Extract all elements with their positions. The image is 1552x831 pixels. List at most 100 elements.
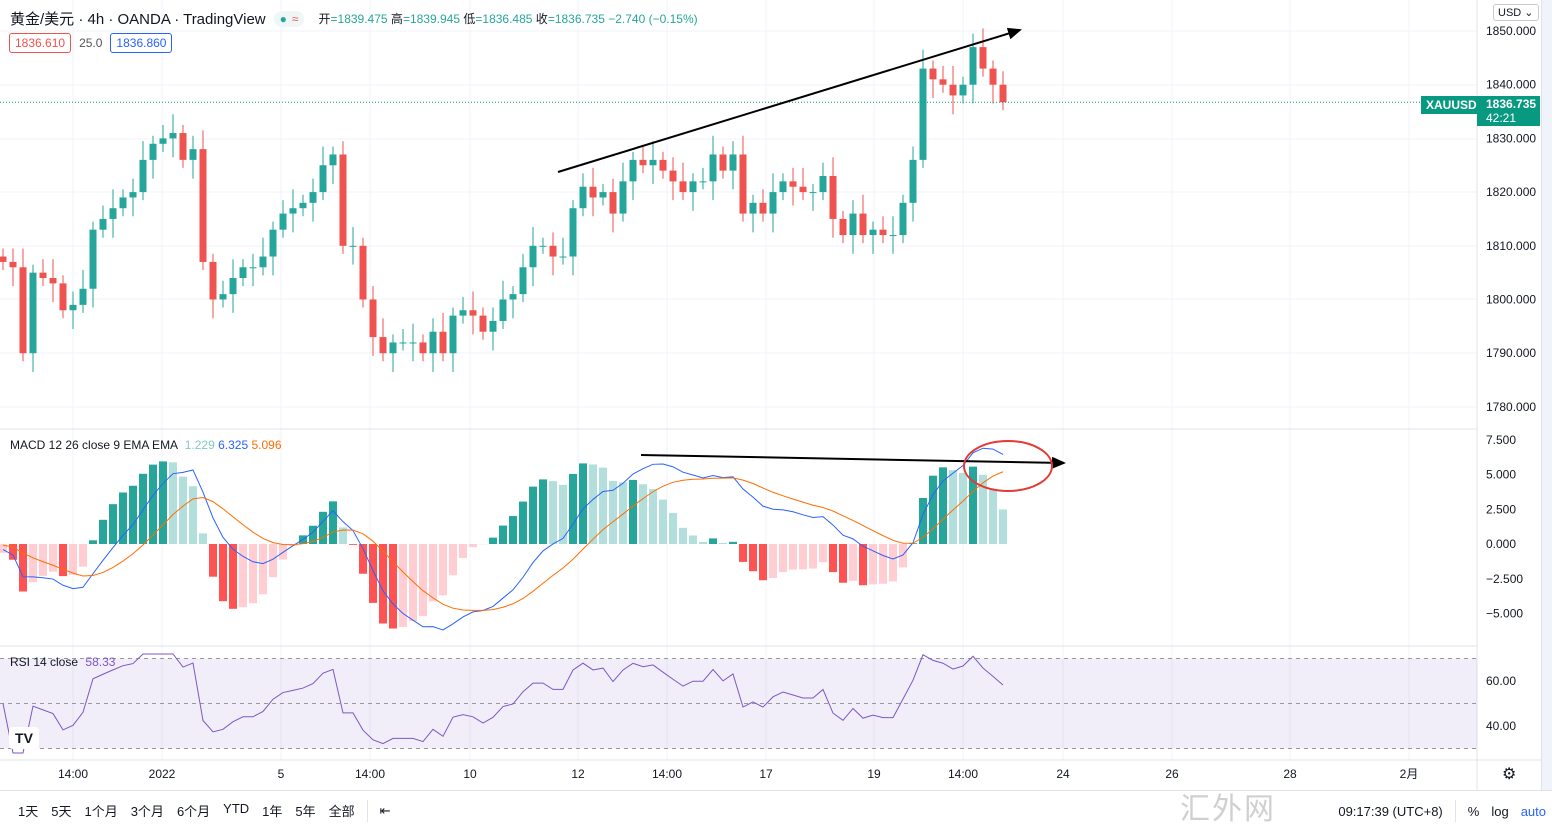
trading-chart[interactable]: 1850.0001840.0001830.0001820.0001810.000…: [0, 0, 1552, 790]
range-button-6[interactable]: 1年: [262, 801, 282, 820]
candle: [210, 254, 217, 318]
market-open-dot-icon: ●: [280, 12, 287, 26]
range-button-3[interactable]: 3个月: [131, 801, 164, 820]
candle: [490, 308, 497, 351]
macd-histogram-bar: [699, 542, 707, 544]
macd-histogram-bar: [849, 544, 857, 581]
candle-body: [550, 246, 557, 257]
macd-histogram-bar: [819, 544, 827, 562]
macd-histogram-bar: [889, 544, 897, 581]
macd-histogram-bar: [779, 544, 787, 572]
macd-histogram-bar: [829, 544, 837, 572]
macd-legend[interactable]: MACD 12 26 close 9 EMA EMA 1.229 6.325 5…: [10, 438, 282, 452]
macd-histogram-bar: [89, 540, 97, 544]
change-value: −2.740 (−0.15%): [608, 12, 697, 26]
macd-tick: 2.500: [1486, 502, 1516, 516]
candle-body: [930, 69, 937, 80]
range-button-5[interactable]: YTD: [223, 801, 249, 820]
macd-histogram-bar: [879, 544, 887, 584]
range-button-0[interactable]: 1天: [18, 801, 38, 820]
candle-body: [690, 181, 697, 192]
macd-histogram-bar: [169, 462, 177, 544]
candle: [10, 248, 17, 286]
macd-histogram-bar: [419, 544, 427, 616]
range-button-2[interactable]: 1个月: [84, 801, 117, 820]
symbol-title[interactable]: 黄金/美元 · 4h · OANDA · TradingView: [10, 8, 266, 29]
tradingview-logo[interactable]: TV: [9, 727, 39, 749]
candle: [760, 189, 767, 221]
candle-body: [390, 342, 397, 353]
candle: [300, 195, 307, 216]
range-button-4[interactable]: 6个月: [177, 801, 210, 820]
macd-histogram-bar: [59, 544, 67, 576]
macd-histogram-bar: [209, 544, 217, 577]
candle: [330, 146, 337, 184]
time-tick: 14:00: [652, 767, 682, 781]
open-value: 1839.475: [338, 12, 388, 26]
high-label: 高: [391, 12, 403, 26]
macd-histogram-bar: [679, 528, 687, 544]
goto-date-icon[interactable]: ⇤: [380, 803, 391, 819]
candle: [190, 136, 197, 179]
candle-body: [290, 208, 297, 213]
candle: [180, 125, 187, 168]
macd-histogram-bar: [749, 544, 757, 571]
currency-select[interactable]: USD ⌄: [1493, 4, 1539, 21]
candle-body: [0, 257, 7, 262]
macd-histogram-bar: [119, 492, 127, 544]
time-tick: 2月: [1400, 767, 1419, 781]
macd-histogram-bar: [439, 544, 447, 595]
candle: [800, 168, 807, 200]
log-toggle[interactable]: log: [1491, 804, 1508, 819]
range-button-7[interactable]: 5年: [295, 801, 315, 820]
candle: [550, 232, 557, 275]
candle: [840, 211, 847, 243]
candle-body: [890, 235, 897, 236]
candle-body: [820, 176, 827, 192]
candle-body: [440, 332, 447, 353]
time-tick: 17: [759, 767, 773, 781]
macd-histogram-bar: [99, 520, 107, 544]
candle: [870, 222, 877, 254]
candle: [50, 259, 57, 302]
sell-price-button[interactable]: 1836.610: [9, 33, 71, 53]
candle: [290, 189, 297, 232]
macd-histogram-bar: [469, 544, 477, 547]
candle: [430, 318, 437, 372]
candle-body: [770, 192, 777, 213]
last-price: 1836.735: [1486, 97, 1540, 111]
buy-price-button[interactable]: 1836.860: [110, 33, 172, 53]
macd-histogram-bar: [139, 474, 147, 544]
candle-body: [970, 47, 977, 85]
candle-body: [420, 342, 427, 353]
settings-gear-icon[interactable]: ⚙: [1502, 764, 1516, 784]
candle: [680, 163, 687, 201]
time-tick: 26: [1165, 767, 1179, 781]
low-value: 1836.485: [482, 12, 532, 26]
market-status[interactable]: ●≈: [274, 11, 305, 27]
time-tick: 5: [278, 767, 285, 781]
candle-body: [670, 171, 677, 182]
candle-body: [220, 294, 227, 299]
candle-body: [270, 230, 277, 257]
range-button-1[interactable]: 5天: [51, 801, 71, 820]
range-button-8[interactable]: 全部: [329, 801, 355, 820]
candle-body: [70, 305, 77, 310]
macd-histogram-bar: [249, 544, 257, 603]
rsi-legend[interactable]: RSI 14 close 58.33: [10, 655, 115, 669]
macd-hist-value: 1.229: [185, 438, 215, 452]
auto-scale-toggle[interactable]: auto: [1521, 804, 1546, 819]
candle: [310, 179, 317, 222]
candle-body: [940, 79, 947, 84]
clock[interactable]: 09:17:39 (UTC+8): [1338, 804, 1442, 819]
macd-histogram-bar: [929, 476, 937, 544]
candle-body: [760, 203, 767, 214]
candle-body: [480, 316, 487, 332]
macd-tick: −2.500: [1486, 572, 1523, 586]
candle: [700, 168, 707, 189]
macd-histogram-bar: [319, 512, 327, 544]
macd-histogram-bar: [719, 543, 727, 544]
macd-histogram-bar: [989, 490, 997, 544]
percent-toggle[interactable]: %: [1468, 804, 1480, 819]
macd-histogram-bar: [199, 533, 207, 544]
